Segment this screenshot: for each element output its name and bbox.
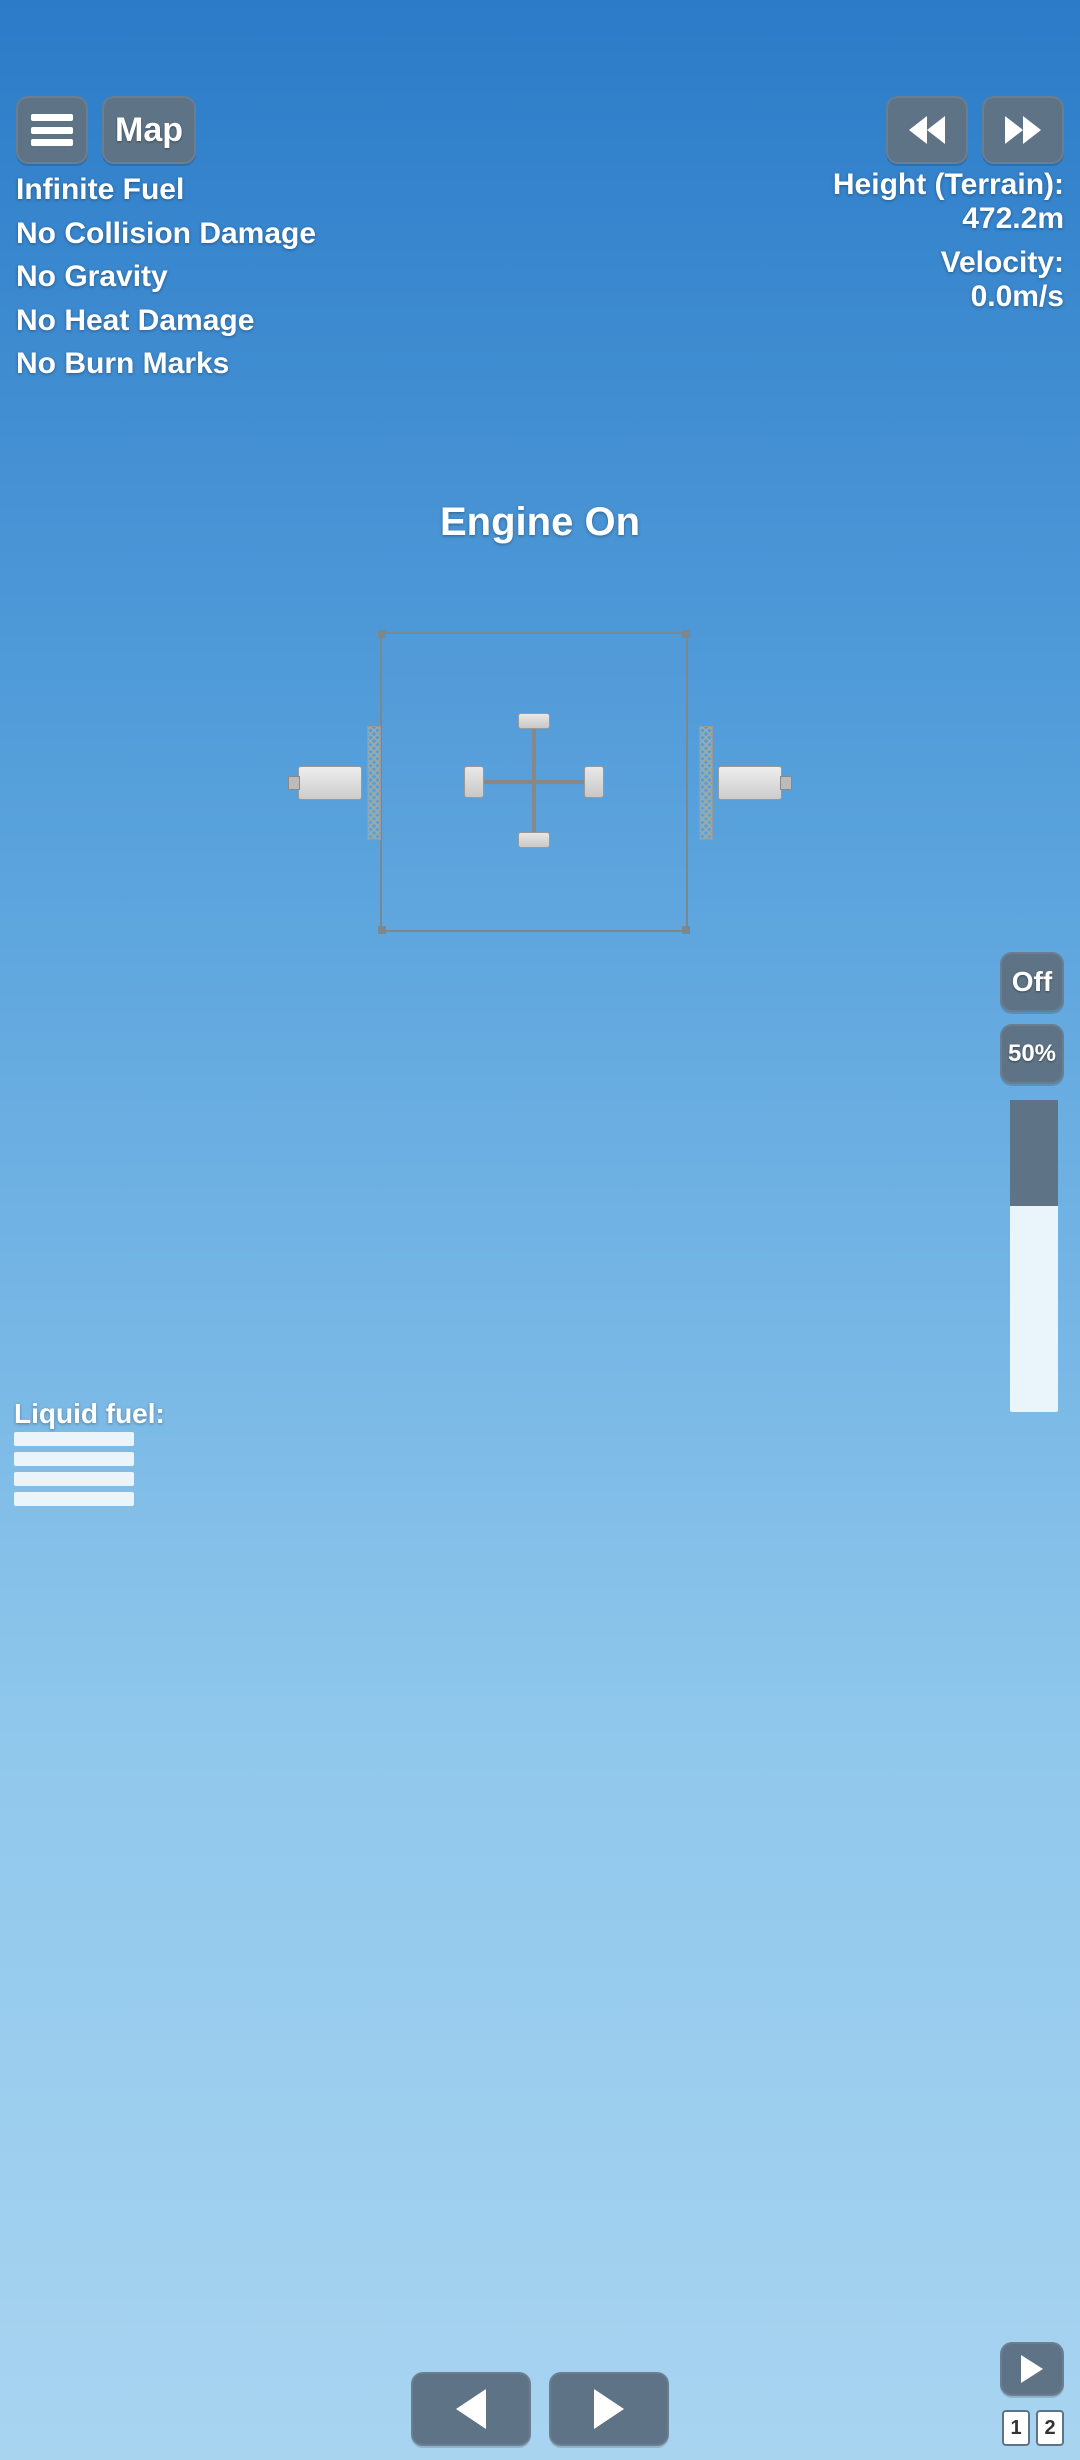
timewarp-controls xyxy=(886,96,1064,164)
fuel-bar xyxy=(14,1492,134,1506)
triangle-left-icon xyxy=(456,2389,486,2429)
play-icon xyxy=(1021,2355,1043,2383)
map-button[interactable]: Map xyxy=(102,96,196,164)
cheat-line: No Burn Marks xyxy=(16,342,316,386)
stage-button[interactable]: 1 xyxy=(1002,2410,1030,2446)
stage-button[interactable]: 2 xyxy=(1036,2410,1064,2446)
rcs-thruster xyxy=(518,713,550,729)
fast-forward-icon xyxy=(1005,116,1041,144)
velocity-value: 0.0m/s xyxy=(833,280,1064,314)
height-value: 472.2m xyxy=(833,202,1064,236)
fuel-label: Liquid fuel: xyxy=(14,1398,165,1430)
throttle-slider[interactable] xyxy=(1010,1100,1058,1412)
menu-button[interactable] xyxy=(16,96,88,164)
velocity-label: Velocity: xyxy=(833,246,1064,280)
spacecraft[interactable] xyxy=(288,628,792,938)
fuel-bar xyxy=(14,1432,134,1446)
cheat-line: No Gravity xyxy=(16,255,316,299)
fuel-bars xyxy=(14,1432,134,1506)
engine-left xyxy=(288,758,380,808)
throttle-fill xyxy=(1010,1100,1058,1206)
stage-list: 1 2 xyxy=(1002,2410,1064,2446)
throttle-off-button[interactable]: Off xyxy=(1000,952,1064,1012)
height-label: Height (Terrain): xyxy=(833,168,1064,202)
rewind-icon xyxy=(909,116,945,144)
timewarp-slower-button[interactable] xyxy=(886,96,968,164)
timewarp-faster-button[interactable] xyxy=(982,96,1064,164)
rcs-thruster xyxy=(584,766,604,798)
telemetry-panel: Height (Terrain): 472.2m Velocity: 0.0m/… xyxy=(833,168,1064,324)
rcs-thruster xyxy=(518,832,550,848)
cheat-line: Infinite Fuel xyxy=(16,168,316,212)
cheat-line: No Heat Damage xyxy=(16,299,316,343)
throttle-half-button[interactable]: 50% xyxy=(1000,1024,1064,1084)
top-bar: Map xyxy=(16,88,1064,172)
status-message: Engine On xyxy=(0,500,1080,545)
engine-right xyxy=(700,758,792,808)
cheats-list: Infinite Fuel No Collision Damage No Gra… xyxy=(16,168,316,386)
cheat-line: No Collision Damage xyxy=(16,212,316,256)
rcs-thruster xyxy=(464,766,484,798)
steering-controls xyxy=(411,2372,669,2446)
fuel-bar xyxy=(14,1472,134,1486)
stage-activate-button[interactable] xyxy=(1000,2342,1064,2396)
steer-left-button[interactable] xyxy=(411,2372,531,2446)
menu-icon xyxy=(31,114,73,146)
triangle-right-icon xyxy=(594,2389,624,2429)
craft-strut xyxy=(474,780,594,784)
fuel-bar xyxy=(14,1452,134,1466)
steer-right-button[interactable] xyxy=(549,2372,669,2446)
